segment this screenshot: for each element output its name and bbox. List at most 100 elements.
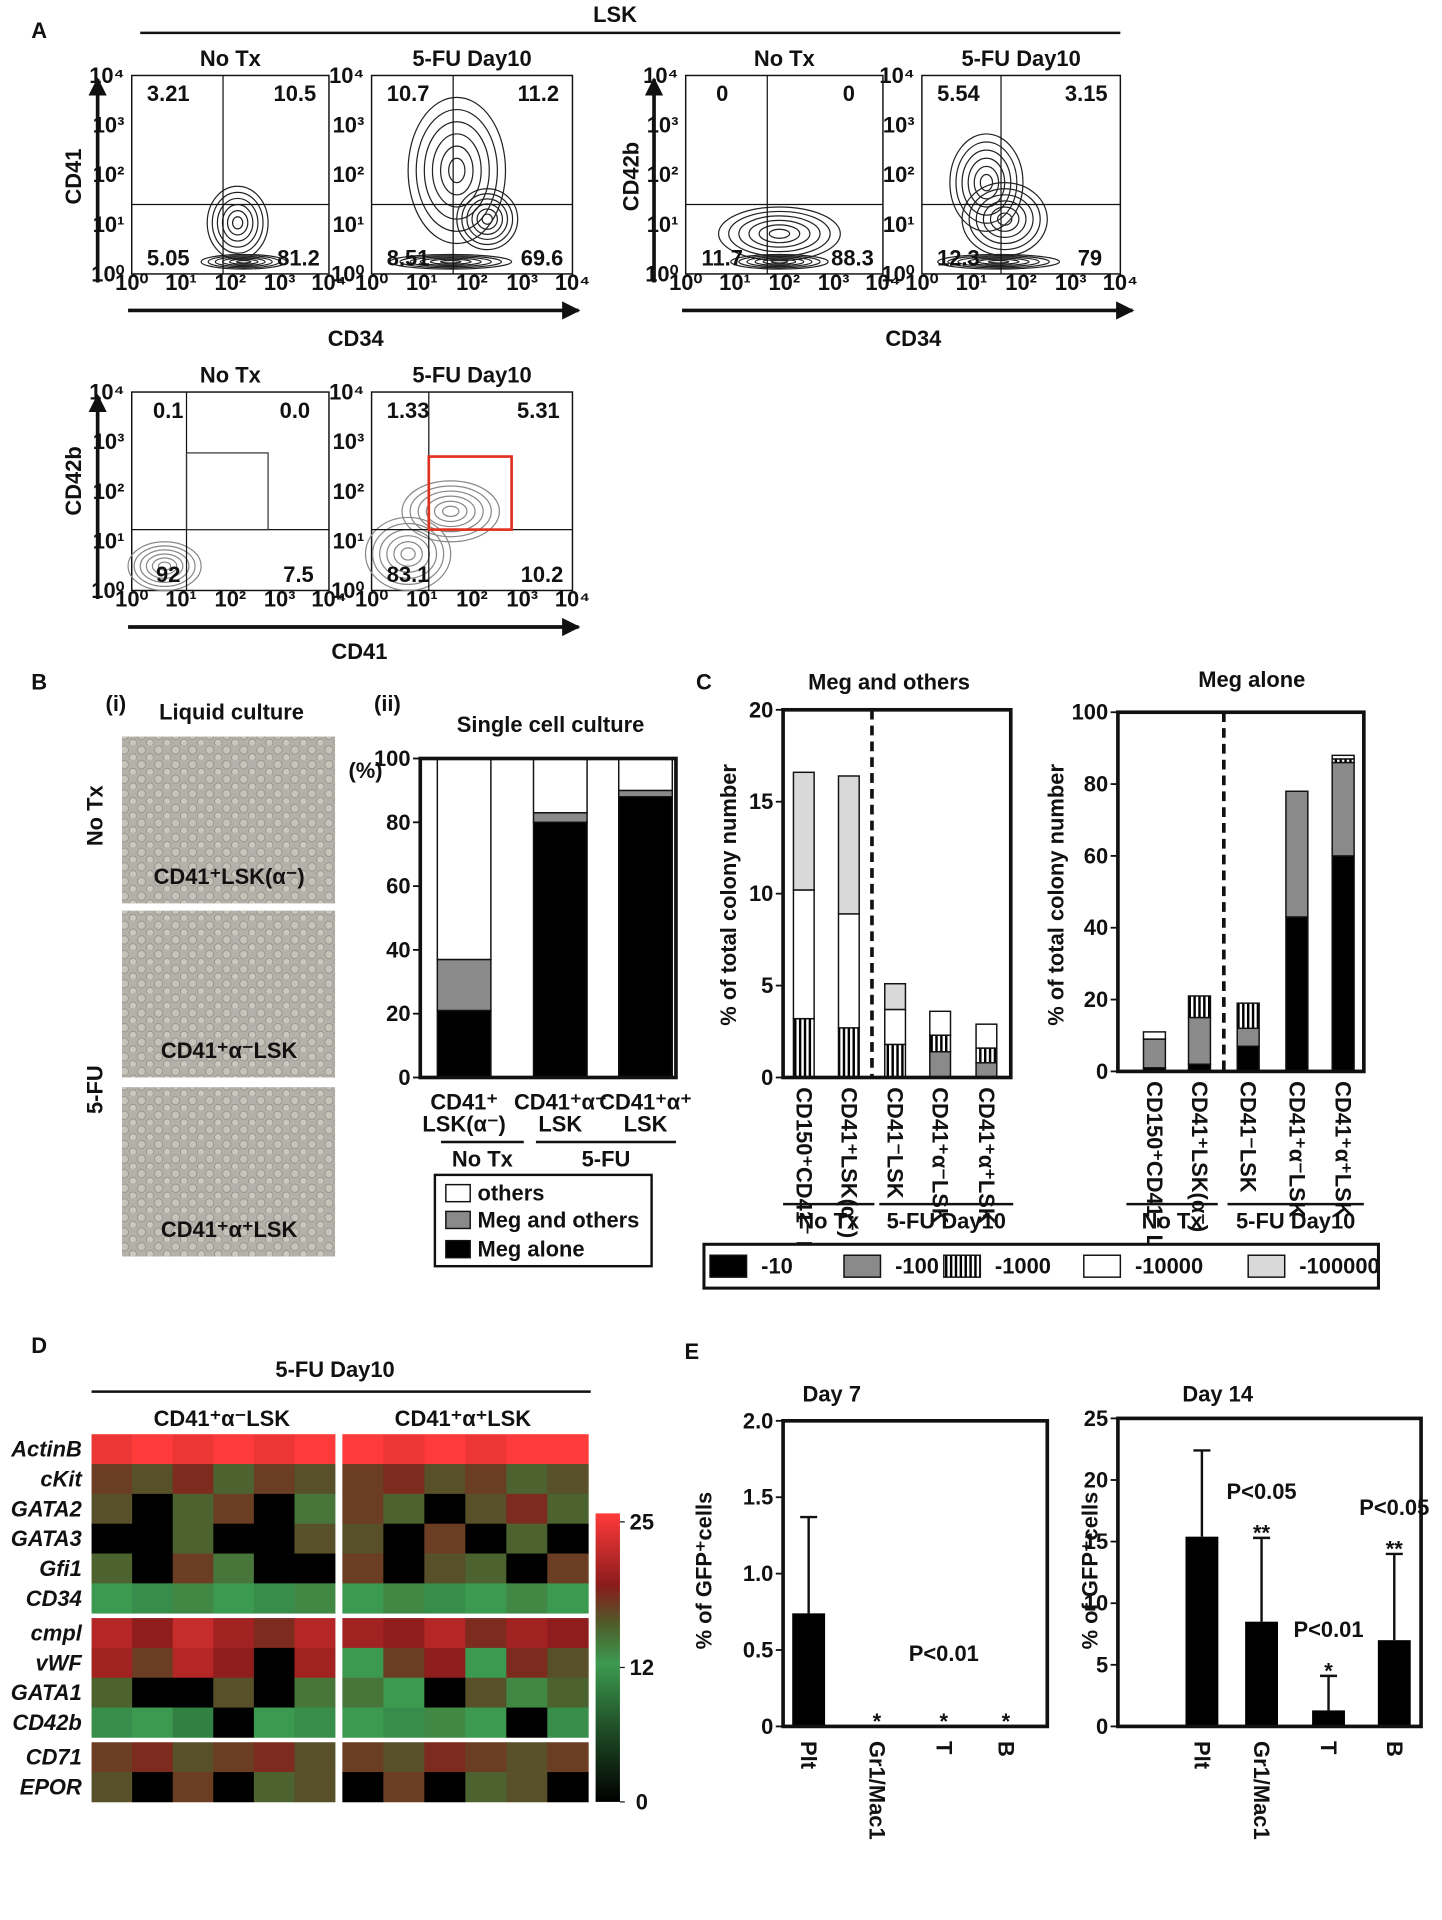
quadrant-value: 12.3	[937, 246, 980, 271]
contour	[955, 141, 1018, 224]
contour	[425, 495, 476, 528]
quadrant-value: 92	[156, 562, 180, 587]
contour	[211, 191, 264, 254]
contour	[982, 200, 1027, 239]
heatmap-cell	[132, 1583, 174, 1614]
heatmap-cell	[91, 1677, 133, 1708]
heatmap-cell	[547, 1493, 589, 1525]
y-tick-label: 15	[1084, 1529, 1108, 1554]
legend-swatch	[445, 1183, 471, 1203]
y-tick-label: 5	[1096, 1652, 1108, 1677]
y-tick-label: 0	[1096, 1059, 1108, 1084]
quadrant-value: 7.5	[283, 562, 313, 587]
legend-label: -1000	[995, 1254, 1051, 1279]
heatmap-cell	[506, 1434, 548, 1465]
flow-x-tick: 10²	[215, 587, 247, 612]
flow-x-tick: 10⁴	[555, 270, 590, 295]
heatmap-cell	[253, 1434, 295, 1465]
heatmap-cell	[465, 1553, 507, 1584]
heatmap-cell	[294, 1677, 336, 1708]
annotation: P<0.05	[1359, 1495, 1429, 1520]
heatmap-cell	[424, 1523, 466, 1554]
row-label: GATA2	[11, 1496, 82, 1521]
heatmap-cell	[383, 1493, 425, 1525]
heatmap-cell	[465, 1647, 507, 1679]
heatmap-cell	[213, 1583, 255, 1614]
y-tick-label: 20	[1084, 1467, 1108, 1492]
heatmap-cell	[132, 1647, 174, 1679]
y-tick-label: 0	[761, 1714, 773, 1739]
y-tick-label: 40	[386, 937, 410, 962]
row-label: GATA3	[11, 1526, 82, 1551]
x-tick-label: CD41⁺α⁻LSK	[1284, 1081, 1309, 1218]
flow-plot-title: No Tx	[200, 46, 262, 71]
bar-segment	[532, 757, 588, 814]
annotation: *	[873, 1709, 882, 1734]
sub-label: (ii)	[374, 691, 401, 716]
flow-y-tick: 10⁰	[331, 261, 364, 286]
contour	[730, 253, 829, 270]
flow-y-tick: 10²	[333, 162, 365, 187]
heatmap-cell	[213, 1742, 255, 1773]
panel-label: A	[31, 18, 47, 43]
bar-segment	[436, 1009, 492, 1079]
heatmap-cell	[342, 1434, 384, 1465]
y-tick-label: 25	[1084, 1406, 1108, 1431]
contour	[448, 157, 466, 184]
y-tick-label: 80	[1084, 772, 1108, 797]
colorbar-label: 12	[630, 1655, 654, 1680]
heatmap-cell	[294, 1434, 336, 1465]
heatmap-cell	[91, 1553, 133, 1584]
flow-plot-title: No Tx	[200, 362, 262, 387]
heatmap-cell	[132, 1707, 174, 1738]
heatmap-cell	[424, 1772, 466, 1803]
contour	[466, 198, 509, 241]
quadrant-value: 8.51	[387, 246, 430, 271]
flow-y-tick: 10²	[647, 162, 679, 187]
flow-y-tick: 10³	[333, 113, 365, 138]
flow-axis-label: CD42b	[618, 142, 643, 211]
heatmap-cell	[132, 1493, 174, 1525]
y-axis-label: % of GFP⁺cells	[1077, 1492, 1102, 1650]
x-tick-label: LSK	[624, 1111, 668, 1136]
heatmap-cell	[342, 1464, 384, 1495]
group-label: 5-FU Day10	[887, 1209, 1006, 1234]
y-tick-label: 60	[1084, 843, 1108, 868]
row-label: vWF	[36, 1650, 83, 1675]
heatmap-cell	[253, 1523, 295, 1554]
heatmap-cell	[213, 1434, 255, 1465]
y-tick-label: 20	[386, 1001, 410, 1026]
legend-label: Meg alone	[477, 1237, 584, 1262]
heatmap-cell	[172, 1618, 214, 1649]
flow-axis-label: CD41	[331, 639, 387, 664]
row-label: CD42b	[12, 1710, 81, 1735]
bar-segment	[1331, 754, 1355, 760]
contour	[214, 256, 273, 268]
heatmap-cell	[547, 1647, 589, 1679]
group-label: No Tx	[452, 1147, 514, 1172]
heatmap-cell	[547, 1742, 589, 1773]
chart-title: Day 7	[803, 1382, 861, 1407]
plot-frame	[781, 1418, 1050, 1729]
heatmap-cell	[213, 1707, 255, 1738]
flow-y-tick: 10⁴	[89, 63, 124, 88]
y-tick-label: 1.5	[743, 1485, 773, 1510]
y-axis-label: % of total colony number	[716, 764, 741, 1026]
contour	[393, 541, 423, 567]
heatmap-cell	[342, 1493, 384, 1525]
flow-x-tick: 10⁴	[1103, 270, 1138, 295]
x-tick-label: B	[1382, 1741, 1407, 1757]
contour	[461, 193, 514, 246]
contour	[987, 259, 1010, 264]
y-tick-label: 1.0	[743, 1561, 773, 1586]
heatmap-cell	[132, 1742, 174, 1773]
heatmap-cell	[132, 1464, 174, 1495]
flow-y-tick: 10¹	[647, 212, 679, 237]
heatmap-cell	[506, 1553, 548, 1584]
y-tick-label: 80	[386, 810, 410, 835]
contour	[441, 505, 460, 518]
y-tick-label: 100	[374, 746, 411, 771]
chart-title: Meg alone	[1198, 667, 1305, 692]
flow-y-tick: 10⁰	[881, 261, 914, 286]
